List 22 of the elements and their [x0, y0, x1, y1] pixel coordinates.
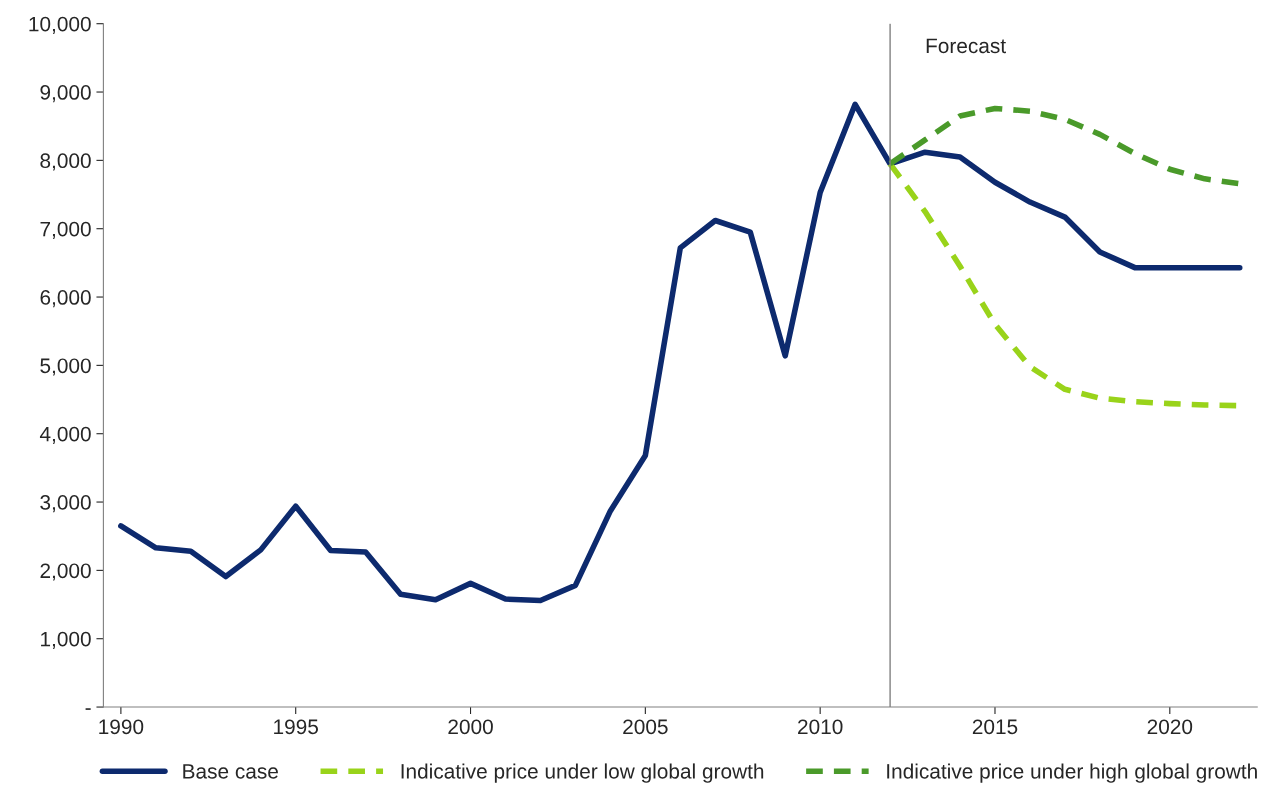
- y-tick-label: 9,000: [40, 85, 91, 103]
- y-tick-label: 3,000: [40, 495, 91, 513]
- y-tick-label: 8,000: [40, 153, 91, 171]
- y-tick-label: 5,000: [40, 358, 91, 376]
- y-tick-label: 6,000: [40, 290, 91, 308]
- x-tick-label: 2005: [623, 719, 668, 735]
- y-tick-label: -: [85, 708, 91, 710]
- x-tick-label: 1995: [274, 719, 319, 735]
- y-tick-label: 2,000: [40, 563, 91, 581]
- y-tick-label: 4,000: [39, 426, 91, 444]
- legend-label: Indicative price under low global growth: [401, 763, 764, 783]
- y-tick-label: 10,000: [29, 16, 91, 34]
- y-tick-label: 7,000: [40, 221, 91, 239]
- x-tick-label: 2020: [1147, 719, 1193, 735]
- legend-label: Base case: [183, 764, 278, 779]
- x-tick-label: 2015: [972, 719, 1018, 735]
- x-tick-label: 1990: [99, 719, 144, 735]
- x-tick-label: 2000: [448, 719, 493, 735]
- y-tick-label: 1,000: [41, 631, 91, 649]
- legend-label: Indicative price under high global growth: [887, 763, 1257, 783]
- x-tick-label: 2010: [798, 719, 843, 735]
- ref-line-label: Forecast: [926, 38, 1006, 54]
